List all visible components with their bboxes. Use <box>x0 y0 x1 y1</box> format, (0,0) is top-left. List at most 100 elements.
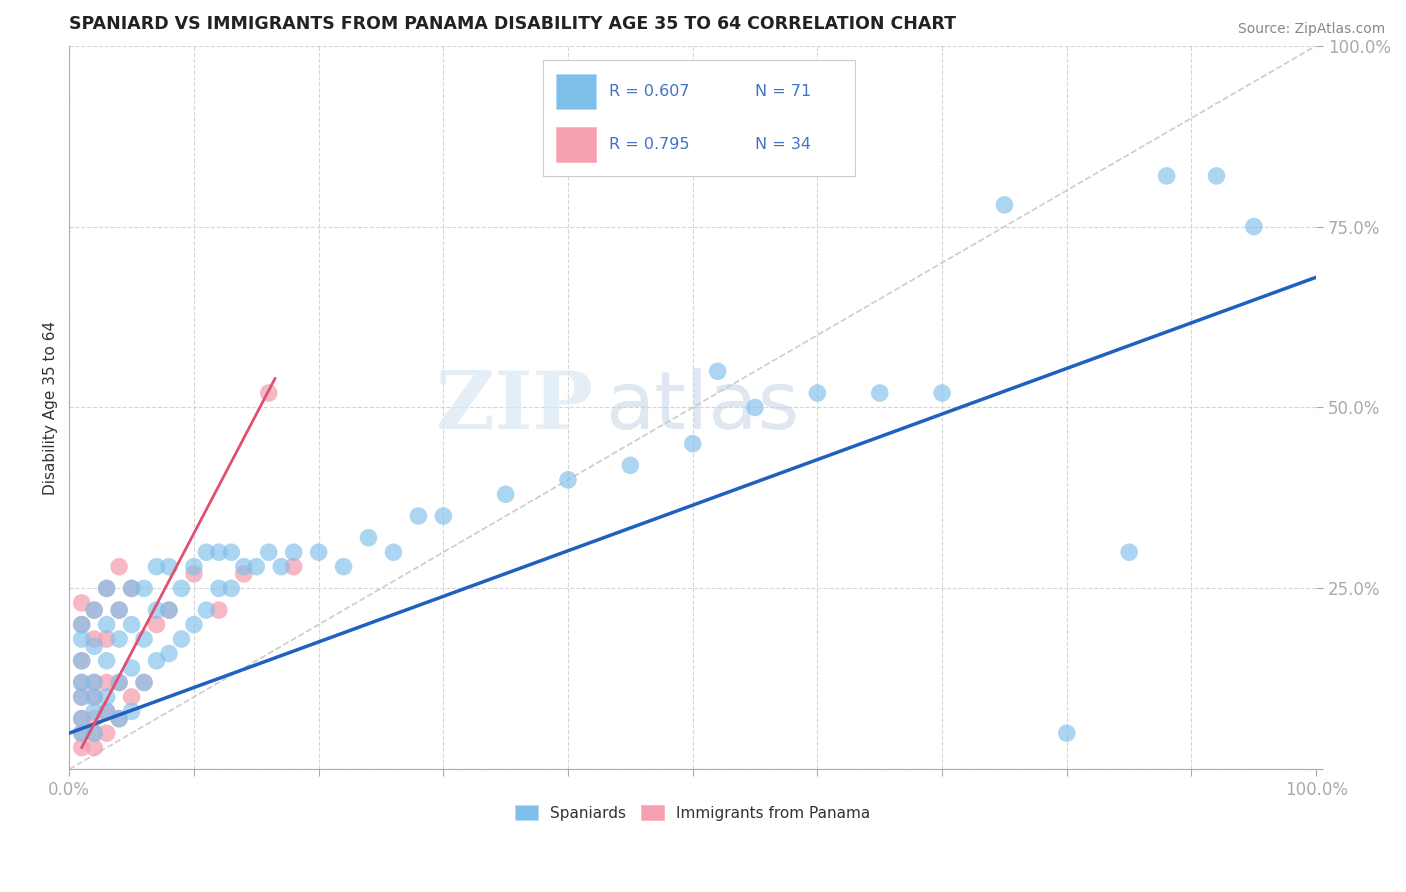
Point <box>70 632 93 646</box>
Point <box>170 582 193 596</box>
Point <box>170 632 193 646</box>
Point <box>145 603 167 617</box>
Y-axis label: Disability Age 35 to 64: Disability Age 35 to 64 <box>44 320 58 494</box>
Point <box>96 582 118 596</box>
Point <box>96 632 118 646</box>
Point <box>157 603 180 617</box>
Point <box>132 675 155 690</box>
Point <box>108 675 131 690</box>
Point <box>96 705 118 719</box>
Point <box>195 603 218 617</box>
Point <box>183 566 205 581</box>
Point <box>83 726 105 740</box>
Point <box>145 654 167 668</box>
Point <box>931 386 953 401</box>
Point <box>1118 545 1140 559</box>
Point <box>70 690 93 704</box>
Point <box>145 559 167 574</box>
Point <box>744 401 766 415</box>
Point <box>183 559 205 574</box>
Point <box>208 545 231 559</box>
Point <box>121 617 143 632</box>
Point <box>83 603 105 617</box>
Text: SPANIARD VS IMMIGRANTS FROM PANAMA DISABILITY AGE 35 TO 64 CORRELATION CHART: SPANIARD VS IMMIGRANTS FROM PANAMA DISAB… <box>69 15 956 33</box>
Point <box>382 545 405 559</box>
Point <box>557 473 579 487</box>
Point <box>1205 169 1227 183</box>
Point <box>157 647 180 661</box>
Point <box>121 582 143 596</box>
Point <box>993 198 1015 212</box>
Point <box>145 617 167 632</box>
Point <box>332 559 354 574</box>
Point <box>245 559 267 574</box>
Point <box>682 436 704 450</box>
Point <box>70 726 93 740</box>
Point <box>157 603 180 617</box>
Point <box>70 675 93 690</box>
Point <box>70 617 93 632</box>
Point <box>83 690 105 704</box>
Point <box>108 675 131 690</box>
Point <box>157 559 180 574</box>
Point <box>232 559 254 574</box>
Point <box>257 545 280 559</box>
Point <box>869 386 891 401</box>
Point <box>83 726 105 740</box>
Point <box>121 705 143 719</box>
Point <box>83 690 105 704</box>
Point <box>208 603 231 617</box>
Point <box>308 545 330 559</box>
Point <box>83 740 105 755</box>
Point <box>83 640 105 654</box>
Point <box>108 712 131 726</box>
Point <box>70 654 93 668</box>
Point <box>70 596 93 610</box>
Point <box>121 661 143 675</box>
Point <box>108 603 131 617</box>
Point <box>70 690 93 704</box>
Point <box>232 566 254 581</box>
Legend: Spaniards, Immigrants from Panama: Spaniards, Immigrants from Panama <box>509 798 877 827</box>
Point <box>96 675 118 690</box>
Point <box>83 632 105 646</box>
Point <box>706 364 728 378</box>
Point <box>70 675 93 690</box>
Point <box>83 705 105 719</box>
Point <box>83 712 105 726</box>
Point <box>96 705 118 719</box>
Point <box>108 603 131 617</box>
Point <box>432 509 454 524</box>
Point <box>70 617 93 632</box>
Point <box>208 582 231 596</box>
Point <box>221 582 243 596</box>
Point <box>70 740 93 755</box>
Point <box>96 617 118 632</box>
Point <box>221 545 243 559</box>
Point <box>108 712 131 726</box>
Point <box>96 582 118 596</box>
Point <box>70 712 93 726</box>
Point <box>257 386 280 401</box>
Text: atlas: atlas <box>606 368 800 447</box>
Point <box>121 690 143 704</box>
Text: ZIP: ZIP <box>436 368 593 447</box>
Point <box>1056 726 1078 740</box>
Point <box>408 509 430 524</box>
Point <box>1156 169 1178 183</box>
Point <box>121 582 143 596</box>
Point <box>83 603 105 617</box>
Text: Source: ZipAtlas.com: Source: ZipAtlas.com <box>1237 22 1385 37</box>
Point <box>495 487 517 501</box>
Point <box>806 386 828 401</box>
Point <box>70 726 93 740</box>
Point <box>70 654 93 668</box>
Point <box>70 712 93 726</box>
Point <box>83 675 105 690</box>
Point <box>132 675 155 690</box>
Point <box>83 675 105 690</box>
Point <box>270 559 292 574</box>
Point <box>96 690 118 704</box>
Point <box>195 545 218 559</box>
Point <box>96 726 118 740</box>
